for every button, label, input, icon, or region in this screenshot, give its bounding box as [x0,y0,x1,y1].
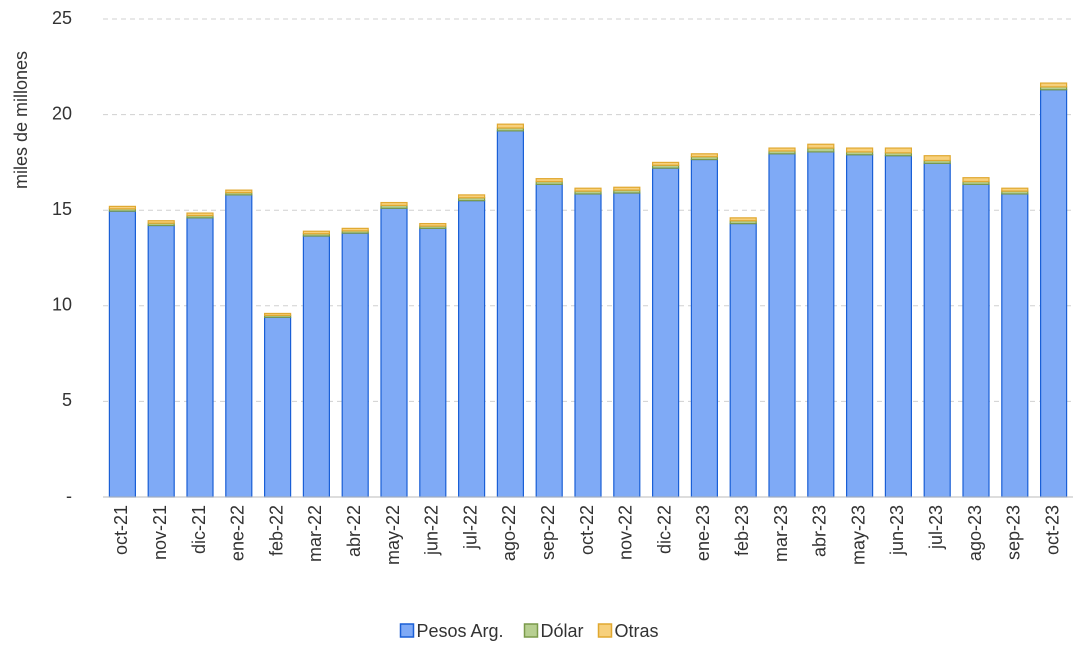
x-tick-label: feb-22 [266,505,286,556]
bar-segment [651,161,680,166]
bar-segment [302,235,330,498]
x-tick-label: abr-22 [344,505,364,557]
x-tick-label: dic-22 [654,505,674,554]
x-tick-label: dic-21 [189,505,209,554]
bar-segment [458,200,486,498]
x-tick-label: jun-23 [887,505,907,556]
bar-segment [535,178,563,183]
bar-segment [147,220,175,224]
y-tick-label: 10 [52,295,72,315]
bar-segment [341,227,369,232]
bar-segment [147,224,175,498]
y-axis-label: miles de millones [11,51,31,189]
bar-segment [768,153,796,498]
bar-segment [302,230,330,235]
bar-segment [613,186,641,191]
y-tick-label: 25 [52,8,72,28]
bar-segment [923,162,951,498]
x-tick-label: oct-21 [111,505,131,555]
bar-segment [225,189,253,194]
x-tick-label: feb-23 [732,505,752,556]
bar-segment [380,207,408,498]
x-tick-label: sep-22 [538,505,558,560]
legend-swatch [399,623,415,638]
bar-segment [496,123,524,129]
bar-segment [574,187,602,192]
bar-segment [108,210,137,498]
bar-segment [264,312,292,316]
bar-segment [574,193,602,498]
bar-segment [690,158,719,498]
x-tick-label: nov-21 [150,505,170,560]
bar-segment [807,151,835,498]
x-tick-label: nov-22 [616,505,636,560]
y-tick-label: 15 [52,199,72,219]
x-tick-label: may-22 [383,505,403,565]
bar-segment [458,194,486,199]
bar-segment [535,183,563,498]
x-tick-label: ago-22 [499,505,519,561]
bar-segment [264,316,292,498]
legend-swatch [523,623,539,638]
legend-label: Otras [615,621,659,641]
bar-segment [186,212,214,217]
bar-segment [962,177,990,183]
y-tick-label: - [66,486,72,506]
bar-segment [845,154,874,498]
x-tick-label: jun-22 [422,505,442,556]
bar-segment [845,147,874,153]
y-tick-label: 20 [52,103,72,123]
x-tick-label: mar-23 [771,505,791,562]
legend-swatch [597,623,613,638]
bar-segment [613,192,641,498]
x-tick-label: oct-23 [1042,505,1062,555]
bar-segment [690,153,719,158]
x-tick-label: may-23 [848,505,868,565]
x-tick-label: jul-22 [460,505,480,550]
bar-segment [186,217,214,498]
x-tick-label: abr-23 [810,505,830,557]
bar-segment [884,155,913,498]
bar-segment [1001,193,1029,498]
bar-segment [380,201,408,207]
y-tick-label: 5 [62,390,72,410]
bar-segment [341,232,369,498]
bar-segment [419,222,447,227]
legend-label: Pesos Arg. [417,621,504,641]
bar-segment [108,205,137,210]
bar-segment [962,183,990,498]
bar-segment [1039,82,1068,88]
bar-segment [651,167,680,498]
x-tick-label: ago-23 [965,505,985,561]
bar-segment [225,194,253,498]
x-tick-label: ene-22 [228,505,248,561]
x-tick-label: oct-22 [577,505,597,555]
bar-segment [768,147,796,152]
bar-segment [923,155,951,162]
x-tick-label: sep-23 [1004,505,1024,560]
legend-label: Dólar [541,621,584,641]
bar-segment [1001,187,1029,192]
bar-segment [807,143,835,149]
bar-segment [419,227,447,498]
x-tick-label: ene-23 [693,505,713,561]
bar-segment [884,147,913,154]
x-tick-label: mar-22 [305,505,325,562]
bar-segment [729,222,757,498]
bar-segment [1039,89,1068,498]
bar-segment [729,217,757,222]
bar-segment [496,130,524,498]
x-tick-label: jul-23 [926,505,946,550]
